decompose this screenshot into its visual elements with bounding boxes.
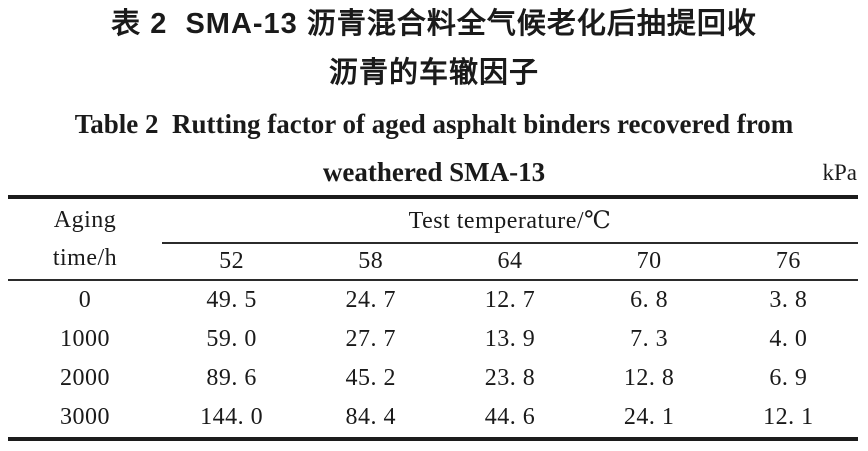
cell-value: 7. 3 — [630, 326, 669, 352]
cell-value: 89. 6 — [206, 365, 257, 391]
table-row: 2000 89. 6 45. 2 23. 8 12. 8 6. 9 — [8, 359, 858, 398]
cell-value: 3. 8 — [769, 287, 808, 313]
unit-label: kPa — [822, 160, 858, 185]
cell-value: 24. 7 — [345, 287, 397, 313]
cell-value: 45. 2 — [345, 365, 397, 391]
table-row: 0 49. 5 24. 7 12. 7 6. 8 3. 8 — [8, 280, 858, 320]
cell-value: 27. 7 — [345, 326, 397, 352]
col-header-aging-line1: Aging — [53, 207, 117, 233]
col-header-aging-time: Aging time/h — [8, 197, 162, 281]
table-caption-zh-line2: 沥青的车辙因子 — [328, 57, 539, 89]
cell-value: 12. 8 — [623, 365, 675, 391]
cell-aging-time: 2000 — [60, 365, 110, 391]
header-row-temperatures: 52 58 64 70 76 — [8, 243, 858, 281]
cell-value: 59. 0 — [206, 326, 257, 352]
cell-aging-time: 1000 — [60, 326, 110, 352]
col-header-temp-58: 58 — [301, 243, 441, 281]
cell-aging-time: 0 — [78, 287, 92, 313]
table-caption-en-line1: Table 2 Rutting factor of aged asphalt b… — [74, 109, 794, 139]
cell-value: 12. 7 — [484, 287, 536, 313]
cell-value: 6. 9 — [769, 365, 808, 391]
col-header-aging-line2: time/h — [52, 245, 118, 271]
col-group-header-test-temperature: Test temperature/℃ — [162, 197, 858, 244]
cell-value: 144. 0 — [200, 404, 264, 430]
cell-value: 49. 5 — [206, 287, 257, 313]
cell-value: 23. 8 — [484, 365, 536, 391]
cell-value: 12. 1 — [763, 404, 814, 430]
table-caption-zh-line1: 表 2 SMA-13 沥青混合料全气候老化后抽提回收 — [111, 8, 757, 40]
header-row-group: Aging time/h Test temperature/℃ — [8, 197, 858, 281]
col-header-temp-70: 70 — [579, 243, 719, 281]
cell-value: 6. 8 — [630, 287, 669, 313]
cell-value: 84. 4 — [345, 404, 397, 430]
table-caption-en-line2: weathered SMA-13 — [322, 157, 546, 187]
col-header-temp-52: 52 — [162, 243, 302, 281]
col-header-temp-76: 76 — [718, 243, 858, 281]
table-row: 1000 59. 0 27. 7 13. 9 7. 3 4. 0 — [8, 320, 858, 359]
data-table-container: Aging time/h Test temperature/℃ 52 58 64… — [8, 195, 858, 441]
cell-value: 13. 9 — [484, 326, 536, 352]
table-row: 3000 144. 0 84. 4 44. 6 24. 1 12. 1 — [8, 398, 858, 439]
rutting-factor-table: Aging time/h Test temperature/℃ 52 58 64… — [8, 195, 858, 441]
cell-value: 4. 0 — [769, 326, 808, 352]
cell-value: 44. 6 — [484, 404, 536, 430]
cell-value: 24. 1 — [623, 404, 675, 430]
cell-aging-time: 3000 — [60, 404, 110, 430]
col-header-temp-64: 64 — [440, 243, 580, 281]
